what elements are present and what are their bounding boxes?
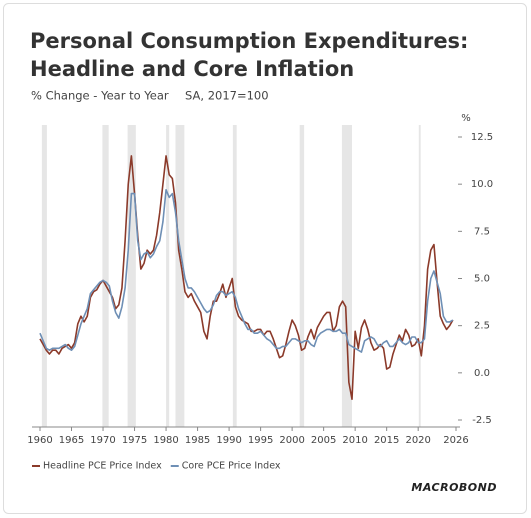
recession-bands	[41, 125, 421, 427]
series-line	[39, 189, 454, 353]
y-tick-label: 12.5	[471, 132, 493, 143]
chart-title: Personal Consumption Expenditures:	[30, 29, 468, 53]
x-tick-label: 1995	[248, 435, 273, 446]
y-tick-label: 2.5	[474, 321, 490, 332]
chart-title: Headline and Core Inflation	[30, 57, 354, 81]
x-tick-label: 1965	[59, 435, 84, 446]
x-tick-label: 1980	[153, 435, 178, 446]
recession-band	[127, 125, 136, 427]
y-tick-label: 0.0	[474, 368, 490, 379]
x-tick-label: 1960	[27, 435, 52, 446]
x-tick-label: 1990	[216, 435, 241, 446]
recession-band	[166, 125, 170, 427]
x-tick-label: 2000	[279, 435, 304, 446]
y-tick-label: 5.0	[474, 274, 490, 285]
x-tick-label: 2026	[443, 435, 468, 446]
recession-band	[102, 125, 109, 427]
y-tick-label: 10.0	[471, 179, 493, 190]
recession-band	[341, 125, 352, 427]
recession-band	[232, 125, 237, 427]
recession-band	[418, 125, 421, 427]
subtitle: % Change - Year to Year	[31, 89, 169, 103]
y-tick-label: -2.5	[472, 415, 492, 426]
subtitle: SA, 2017=100	[185, 89, 269, 103]
legend-label: Core PCE Price Index	[182, 461, 281, 472]
x-tick-label: 1985	[185, 435, 210, 446]
x-tick-label: 1970	[90, 435, 115, 446]
recession-band	[299, 125, 305, 427]
x-tick-label: 2010	[342, 435, 367, 446]
series-line	[39, 155, 454, 401]
x-tick-label: 2005	[311, 435, 336, 446]
x-tick-label: 2020	[405, 435, 430, 446]
recession-band	[175, 125, 185, 427]
source-logo: MACROBOND	[411, 481, 497, 494]
y-tick-label: 7.5	[474, 226, 490, 237]
x-tick-label: 1975	[122, 435, 147, 446]
y-unit: %	[461, 113, 471, 124]
recession-band	[41, 125, 47, 427]
x-tick-label: 2015	[374, 435, 399, 446]
legend-label: Headline PCE Price Index	[43, 461, 162, 472]
